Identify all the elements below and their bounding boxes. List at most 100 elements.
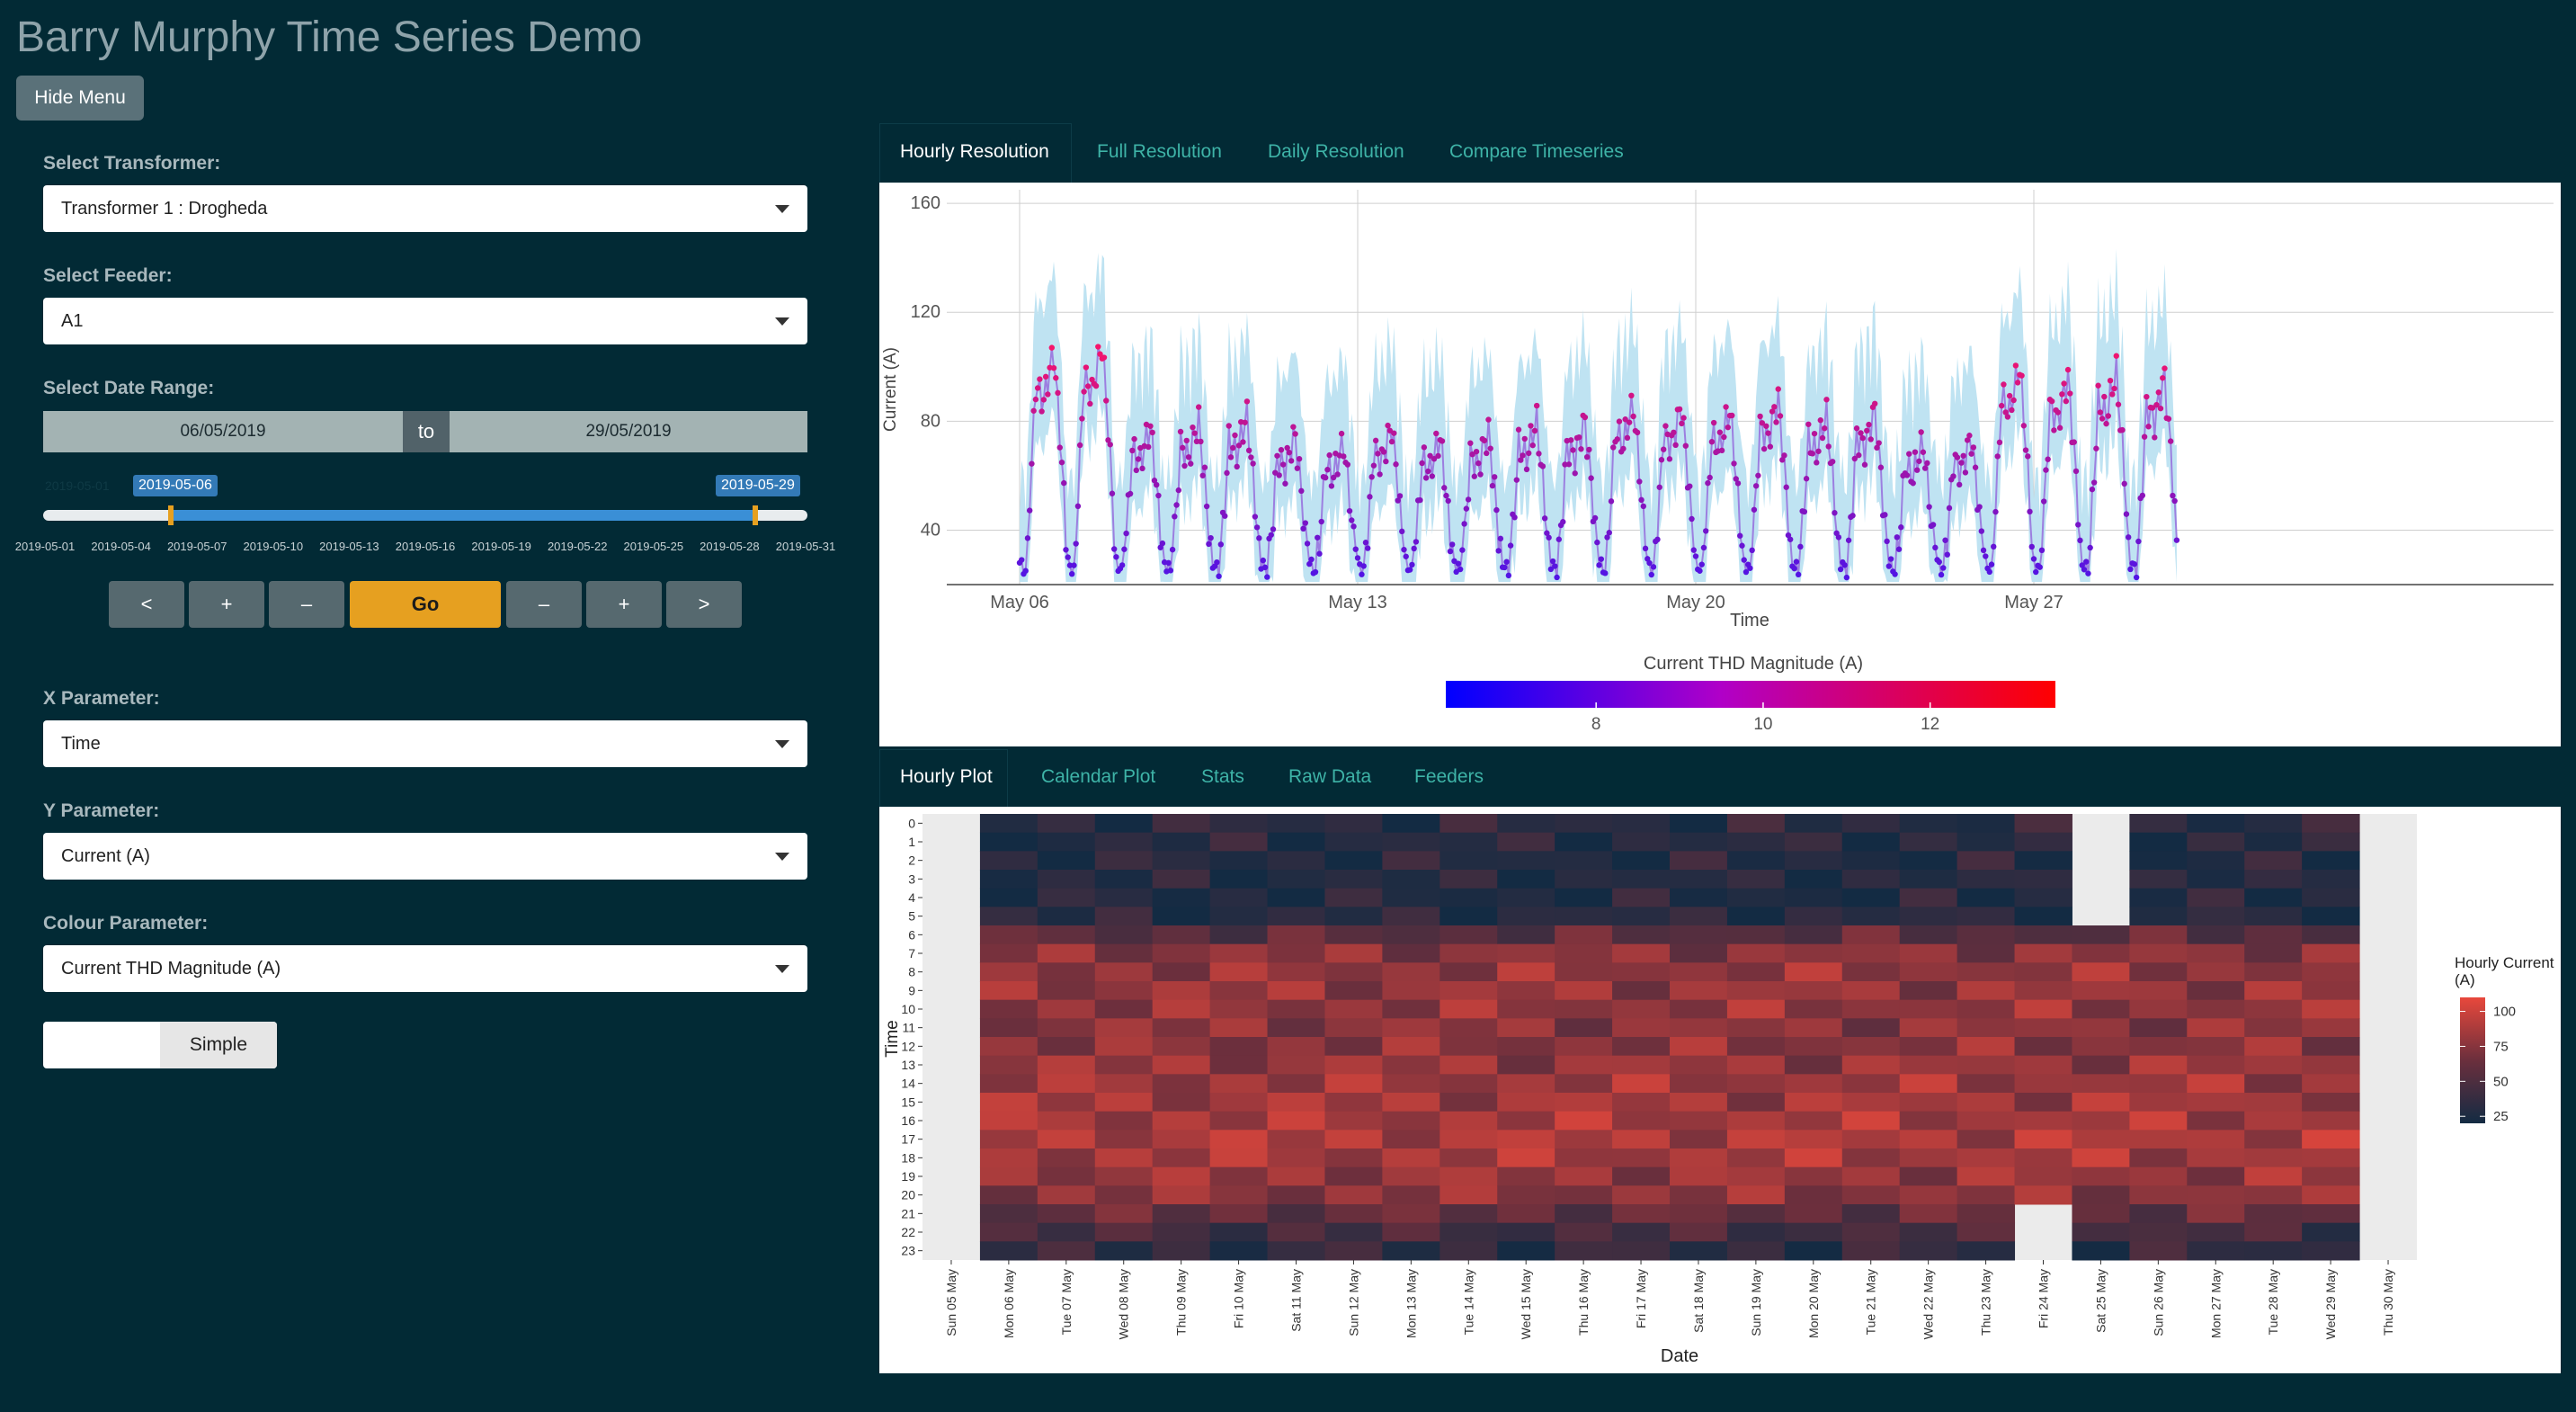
heatmap-cell — [1324, 943, 1383, 963]
heatmap-cell — [1612, 1222, 1671, 1242]
data-point — [1191, 430, 1198, 436]
data-point — [1956, 481, 1963, 488]
go-button[interactable]: Go — [350, 581, 501, 628]
colour-parameter-select[interactable]: Current THD Magnitude (A) — [43, 945, 807, 992]
data-point — [1747, 565, 1753, 571]
data-point — [2006, 392, 2013, 399]
start-date-input[interactable]: 06/05/2019 — [43, 411, 403, 452]
data-point — [2160, 375, 2166, 381]
heatmap-cell — [1841, 962, 1901, 982]
shrink-start-button[interactable]: – — [269, 581, 344, 628]
data-point — [1083, 364, 1090, 371]
tab-daily-resolution[interactable]: Daily Resolution — [1268, 141, 1404, 162]
data-point — [2061, 380, 2067, 387]
heatmap-cell — [1094, 1037, 1154, 1057]
heatmap-cell — [979, 962, 1038, 982]
heatmap-cell — [2187, 1074, 2245, 1094]
heatmap-cell — [1784, 962, 1843, 982]
heatmap-cell — [1555, 851, 1613, 871]
data-point — [1526, 450, 1532, 457]
tab-full-resolution[interactable]: Full Resolution — [1097, 141, 1222, 162]
y-parameter-select[interactable]: Current (A) — [43, 833, 807, 880]
feeder-select[interactable]: A1 — [43, 298, 807, 344]
prev-button[interactable]: < — [109, 581, 184, 628]
heatmap-cell — [1440, 1055, 1498, 1075]
x-parameter-select[interactable]: Time — [43, 720, 807, 767]
heatmap-cell — [1152, 814, 1211, 834]
heatmap-cell — [1440, 814, 1498, 834]
heatmap-cell — [1497, 1055, 1555, 1075]
heatmap-cell — [1555, 814, 1613, 834]
transformer-label: Select Transformer: — [43, 153, 221, 174]
data-point — [1734, 480, 1742, 487]
data-point — [1181, 462, 1188, 469]
data-point — [1107, 442, 1113, 448]
heatmap-cell — [1726, 981, 1786, 1001]
slider-bar[interactable] — [171, 510, 755, 521]
heatmap-cell — [1037, 814, 1096, 834]
data-point — [1536, 451, 1542, 457]
data-point — [2025, 453, 2031, 460]
heatmap-cell — [1957, 888, 2016, 907]
heatmap-cell — [1841, 1148, 1901, 1168]
heatmap-cell — [2014, 832, 2072, 852]
data-point — [1461, 521, 1467, 527]
heatmap-cell — [1094, 1074, 1154, 1094]
data-point — [1048, 344, 1056, 351]
heatmap-cell — [1670, 1166, 1728, 1186]
extend-start-button[interactable]: + — [189, 581, 264, 628]
data-point — [1843, 574, 1850, 581]
tab-raw-data[interactable]: Raw Data — [1288, 766, 1372, 787]
data-point — [1399, 528, 1405, 535]
tab-feeders[interactable]: Feeders — [1414, 766, 1484, 787]
tab-stats[interactable]: Stats — [1201, 766, 1244, 787]
data-point — [1906, 451, 1912, 457]
data-point — [1300, 525, 1306, 532]
data-point — [1073, 541, 1079, 547]
data-point — [1731, 460, 1737, 467]
data-point — [1245, 447, 1252, 454]
heatmap-cell — [2187, 1130, 2245, 1149]
shrink-end-button[interactable]: – — [506, 581, 582, 628]
heatmap-cell — [1726, 1018, 1786, 1038]
heatmap-cell — [2014, 870, 2072, 889]
hide-menu-button[interactable]: Hide Menu — [16, 76, 144, 121]
end-date-input[interactable]: 29/05/2019 — [450, 411, 807, 452]
data-point — [1475, 460, 1482, 467]
data-point — [1697, 567, 1703, 574]
data-point — [1656, 484, 1662, 490]
transformer-select[interactable]: Transformer 1 : Drogheda — [43, 185, 807, 232]
extend-end-button[interactable]: + — [586, 581, 662, 628]
heatmap-cell — [1555, 1037, 1613, 1057]
data-point — [1208, 534, 1214, 541]
heatmap-cell — [2302, 1093, 2360, 1113]
next-button[interactable]: > — [666, 581, 742, 628]
heatmap-cell — [1152, 1241, 1211, 1261]
data-point — [1455, 560, 1462, 567]
heatmap-cell — [1899, 1148, 1958, 1168]
tab-compare-timeseries[interactable]: Compare Timeseries — [1449, 141, 1624, 162]
heatmap-cell — [1497, 1204, 1555, 1224]
data-point — [1533, 402, 1540, 409]
tab-hourly-plot[interactable]: Hourly Plot — [900, 766, 993, 787]
data-point — [1918, 429, 1924, 435]
chevron-down-icon — [775, 852, 789, 861]
hourly-heatmap[interactable]: 01234567891011121314151617181920212223Su… — [879, 807, 2561, 1373]
data-point — [1216, 573, 1222, 579]
heatmap-cell — [1440, 888, 1498, 907]
heatmap-x-tick-label: Thu 23 May — [1979, 1269, 1993, 1336]
slider-handle-from[interactable] — [168, 505, 174, 525]
slider-handle-to[interactable] — [753, 505, 758, 525]
heatmap-cell — [2187, 1166, 2245, 1186]
data-point — [1232, 432, 1238, 439]
tab-calendar-plot[interactable]: Calendar Plot — [1041, 766, 1156, 787]
heatmap-cell — [1841, 1037, 1901, 1057]
data-point — [1624, 434, 1631, 442]
data-point — [1406, 567, 1413, 573]
data-point — [1417, 496, 1423, 504]
heatmap-cell — [2187, 1148, 2245, 1168]
heatmap-cell — [1324, 1241, 1383, 1261]
tab-hourly-resolution[interactable]: Hourly Resolution — [900, 141, 1049, 162]
mode-toggle[interactable]: Simple — [43, 1022, 277, 1068]
